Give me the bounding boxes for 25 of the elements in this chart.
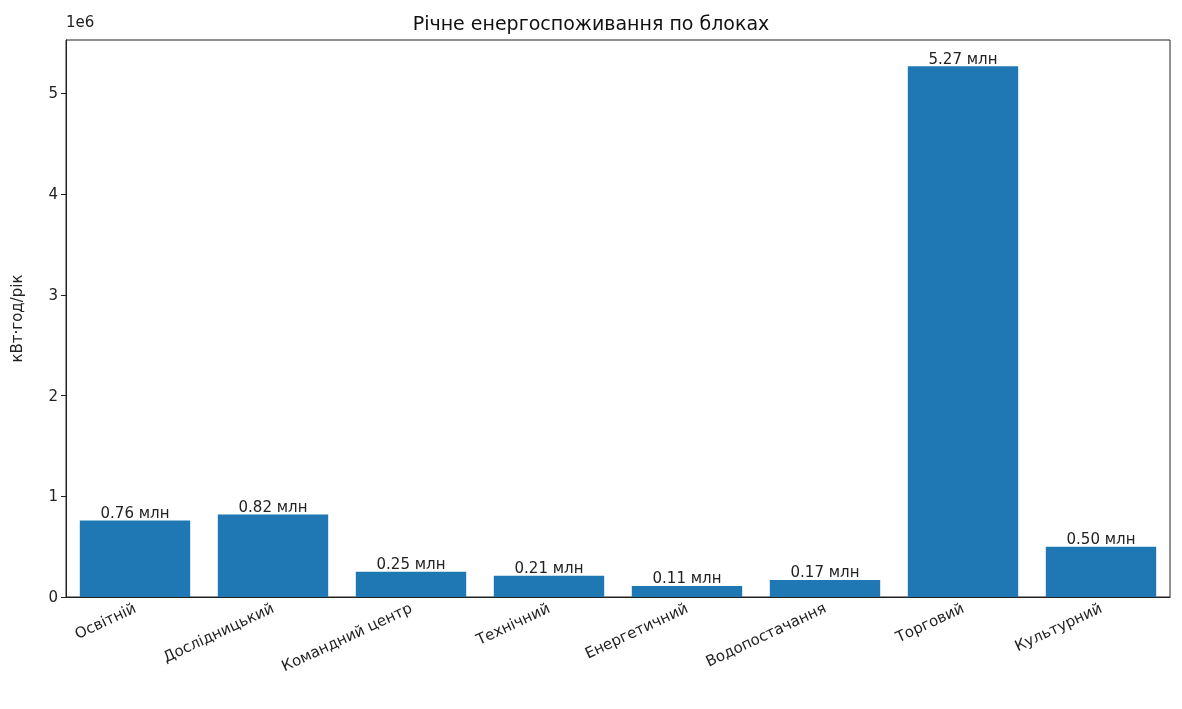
data-label: 0.21 млн [514, 559, 584, 578]
bar [907, 66, 1019, 597]
text: 1e6 [66, 12, 95, 31]
y-tick-label: 3 [48, 285, 58, 304]
data-label: 0.25 млн [376, 555, 446, 574]
bar [631, 585, 743, 597]
data-label: 0.17 млн [790, 563, 860, 582]
data-label: 5.27 млн [928, 49, 998, 68]
y-tick-label: 0 [48, 588, 58, 606]
bar [769, 579, 881, 597]
y-axis-title: кВт·год/рік [7, 274, 26, 363]
y-tick-label: 1 [48, 487, 58, 506]
data-label: 0.50 млн [1066, 530, 1136, 549]
bar [217, 514, 329, 597]
bar [493, 575, 605, 597]
bar [1045, 546, 1157, 597]
bar [79, 520, 191, 597]
data-label: 0.76 млн [100, 503, 170, 522]
data-label: 0.11 млн [652, 569, 722, 588]
data-label: 0.82 млн [238, 497, 308, 516]
y-tick-label: 2 [48, 386, 58, 405]
y-tick-label: 5 [48, 84, 58, 103]
chart-title: Річне енергоспоживання по блоках [412, 11, 770, 34]
y-tick-label: 4 [48, 185, 58, 204]
bar [355, 571, 467, 597]
